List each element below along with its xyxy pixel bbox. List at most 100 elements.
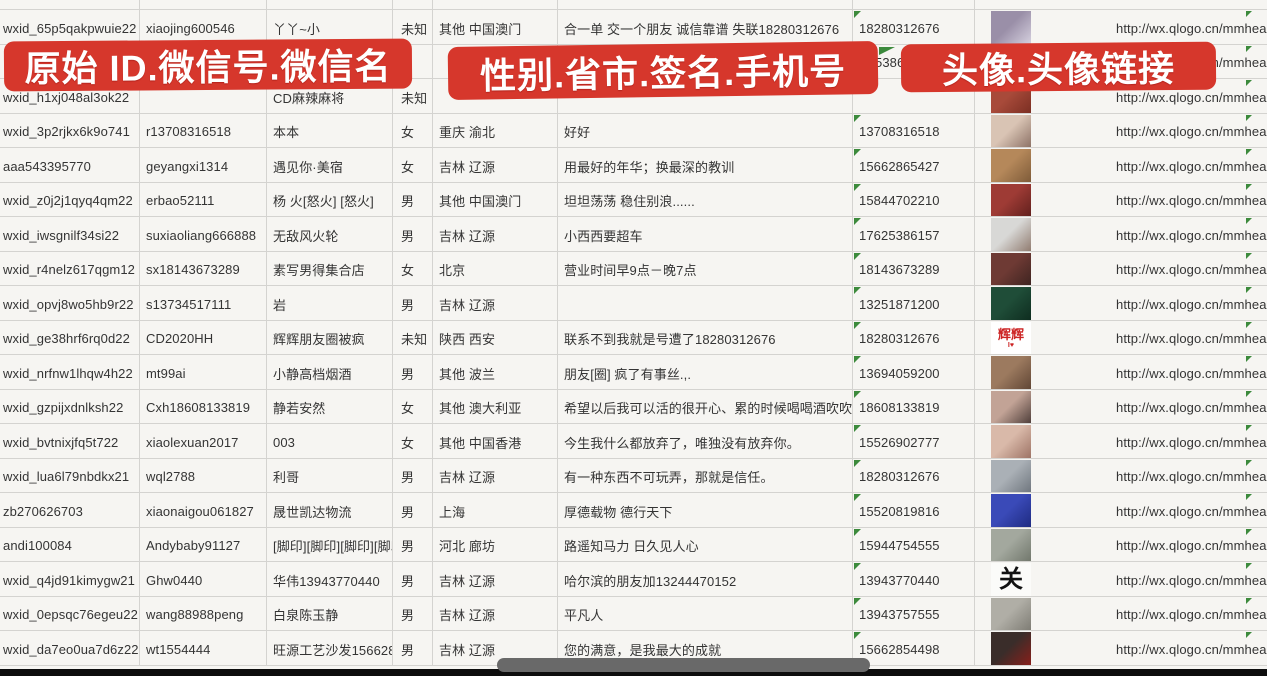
cell-avatar-link[interactable]: http://wx.qlogo.cn/mmhead bbox=[1116, 193, 1267, 209]
cell-empty[interactable] bbox=[558, 0, 853, 9]
cell-gender[interactable]: 未知 bbox=[393, 320, 433, 354]
cell-signature[interactable]: 哈尔滨的朋友加13244470152 bbox=[558, 562, 853, 596]
cell-wechat-id[interactable]: suxiaoliang666888 bbox=[140, 217, 267, 251]
cell-gender[interactable]: 男 bbox=[393, 596, 433, 630]
cell-original-id[interactable]: wxid_r4nelz617qgm12 bbox=[0, 251, 140, 285]
cell-signature[interactable]: 路遥知马力 日久见人心 bbox=[558, 527, 853, 561]
cell-avatar-link[interactable]: http://wx.qlogo.cn/mmhead bbox=[1116, 124, 1267, 140]
cell-original-id[interactable]: wxid_iwsgnilf34si22 bbox=[0, 217, 140, 251]
cell-avatar[interactable] bbox=[975, 183, 1110, 216]
cell-signature[interactable]: 朋友[圈] 疯了有事丝.,. bbox=[558, 355, 853, 389]
cell-gender[interactable]: 男 bbox=[393, 631, 433, 665]
cell-avatar-link[interactable]: http://wx.qlogo.cn/mmhead bbox=[1116, 331, 1267, 347]
cell-signature[interactable]: 好好 bbox=[558, 113, 853, 147]
cell-avatar-link[interactable]: http://wx.qlogo.cn/mmhead bbox=[1116, 227, 1267, 243]
cell-avatar-link[interactable]: http://wx.qlogo.cn/mmhead bbox=[1116, 365, 1267, 381]
cell-wechat-name[interactable]: 本本 bbox=[267, 113, 393, 147]
cell-signature[interactable]: 小西西要超车 bbox=[558, 217, 853, 251]
cell-gender[interactable]: 未知 bbox=[393, 10, 433, 44]
cell-empty[interactable] bbox=[853, 0, 975, 9]
cell-avatar[interactable] bbox=[975, 528, 1110, 561]
cell-original-id[interactable]: wxid_opvj8wo5hb9r22 bbox=[0, 286, 140, 320]
cell-signature[interactable]: 营业时间早9点－晚7点 bbox=[558, 251, 853, 285]
cell-gender[interactable]: 女 bbox=[393, 113, 433, 147]
cell-gender[interactable]: 男 bbox=[393, 355, 433, 389]
cell-avatar-link[interactable]: http://wx.qlogo.cn/mmhead bbox=[1116, 20, 1267, 36]
cell-avatar[interactable] bbox=[975, 286, 1110, 320]
cell-signature[interactable] bbox=[558, 79, 853, 113]
cell-wechat-name[interactable]: CD麻辣麻将 bbox=[267, 79, 393, 113]
cell-wechat-id[interactable]: erbao52111 bbox=[140, 182, 267, 216]
cell-signature[interactable]: 用最好的年华；换最深的教训 bbox=[558, 148, 853, 182]
cell-original-id[interactable]: wxid_h1xj048al3ok22 bbox=[0, 79, 140, 113]
cell-wechat-id[interactable]: sx18143673289 bbox=[140, 251, 267, 285]
cell-original-id[interactable]: wxid_q4jd91kimygw21 bbox=[0, 562, 140, 596]
cell-wechat-id[interactable] bbox=[140, 79, 267, 113]
cell-avatar-link[interactable]: http://wx.qlogo.cn/mmhead bbox=[1116, 262, 1267, 278]
cell-gender[interactable]: 男 bbox=[393, 562, 433, 596]
cell-original-id[interactable]: wxid_bvtnixjfq5t722 bbox=[0, 424, 140, 458]
cell-phone[interactable]: 15944754555 bbox=[853, 527, 975, 561]
cell-region[interactable]: 其他 中国香港 bbox=[433, 424, 558, 458]
cell-wechat-id[interactable]: s13734517111 bbox=[140, 286, 267, 320]
cell-wechat-id[interactable]: Andybaby91127 bbox=[140, 527, 267, 561]
cell-region[interactable]: 其他 中国澳门 bbox=[433, 10, 558, 44]
cell-wechat-id[interactable]: Ghw0440 bbox=[140, 562, 267, 596]
cell-gender[interactable]: 女 bbox=[393, 251, 433, 285]
cell-region[interactable]: 吉林 辽源 bbox=[433, 458, 558, 492]
cell-gender[interactable]: 男 bbox=[393, 182, 433, 216]
cell-wechat-id[interactable]: r13708316518 bbox=[140, 113, 267, 147]
cell-avatar-link[interactable]: http://wx.qlogo.cn/mmhead bbox=[1116, 158, 1267, 174]
cell-wechat-name[interactable]: 岩 bbox=[267, 286, 393, 320]
cell-region[interactable]: 上海 bbox=[433, 493, 558, 527]
cell-gender[interactable]: 男 bbox=[393, 286, 433, 320]
cell-signature[interactable]: 平凡人 bbox=[558, 596, 853, 630]
cell-original-id[interactable]: wxid_gzpijxdnlksh22 bbox=[0, 389, 140, 423]
cell-wechat-id[interactable]: xiaojing600546 bbox=[140, 10, 267, 44]
cell-phone[interactable]: 13943770440 bbox=[853, 562, 975, 596]
cell-phone[interactable]: 15662854498 bbox=[853, 631, 975, 665]
cell-wechat-name[interactable]: 丫丫~小 bbox=[267, 10, 393, 44]
cell-empty[interactable] bbox=[0, 0, 140, 9]
cell-wechat-name[interactable]: [脚印][脚印][脚印][脚印] bbox=[267, 527, 393, 561]
cell-avatar-link[interactable]: http://wx.qlogo.cn/mmhead bbox=[1116, 400, 1267, 416]
cell-original-id[interactable]: wxid_ge38hrf6rq0d22 bbox=[0, 320, 140, 354]
cell-signature[interactable]: 您的满意，是我最大的成就 bbox=[558, 631, 853, 665]
video-scrubber-handle[interactable] bbox=[497, 658, 870, 672]
cell-wechat-id[interactable]: xiaolexuan2017 bbox=[140, 424, 267, 458]
cell-avatar[interactable] bbox=[975, 597, 1110, 630]
cell-original-id[interactable]: wxid_3p2rjkx6k9o741 bbox=[0, 113, 140, 147]
cell-phone[interactable]: 18143673289 bbox=[853, 251, 975, 285]
cell-avatar-link[interactable]: http://wx.qlogo.cn/mmhead bbox=[1116, 89, 1267, 105]
cell-gender[interactable] bbox=[393, 44, 433, 78]
cell-avatar-link[interactable]: http://wx.qlogo.cn/mmhead bbox=[1116, 641, 1267, 657]
cell-original-id[interactable]: wxid_65p5qakpwuie22 bbox=[0, 10, 140, 44]
cell-region[interactable]: 吉林 辽源 bbox=[433, 562, 558, 596]
cell-empty[interactable] bbox=[1110, 0, 1267, 9]
cell-avatar[interactable]: 关 bbox=[975, 562, 1110, 596]
cell-wechat-name[interactable]: 白泉陈玉静 bbox=[267, 596, 393, 630]
cell-original-id[interactable]: wxid_z0j2j1qyq4qm22 bbox=[0, 182, 140, 216]
cell-phone[interactable]: 15662865427 bbox=[853, 148, 975, 182]
cell-avatar[interactable] bbox=[975, 355, 1110, 389]
cell-avatar-link[interactable]: http://wx.qlogo.cn/mmhead bbox=[1116, 572, 1267, 588]
cell-signature[interactable]: 希望以后我可以活的很开心、累的时候喝喝酒吹吹[ bbox=[558, 389, 853, 423]
cell-signature[interactable]: 合一单 交一个朋友 诚信靠谱 失联18280312676 bbox=[558, 10, 853, 44]
cell-phone[interactable]: 18280312676 bbox=[853, 458, 975, 492]
cell-wechat-id[interactable]: Cxh18608133819 bbox=[140, 389, 267, 423]
cell-wechat-name[interactable]: 杨 火[怒火] [怒火] bbox=[267, 182, 393, 216]
cell-phone[interactable] bbox=[853, 79, 975, 113]
cell-avatar[interactable] bbox=[975, 631, 1110, 665]
cell-gender[interactable]: 男 bbox=[393, 217, 433, 251]
cell-region[interactable]: 北京 bbox=[433, 251, 558, 285]
cell-empty[interactable] bbox=[140, 0, 267, 9]
cell-avatar[interactable] bbox=[975, 148, 1110, 182]
cell-original-id[interactable]: wxid_da7eo0ua7d6z22 bbox=[0, 631, 140, 665]
cell-avatar[interactable] bbox=[975, 424, 1110, 458]
cell-region[interactable]: 吉林 辽源 bbox=[433, 286, 558, 320]
cell-empty[interactable] bbox=[433, 0, 558, 9]
cell-original-id[interactable]: wxid_lua6l79nbdkx21 bbox=[0, 458, 140, 492]
cell-gender[interactable]: 女 bbox=[393, 424, 433, 458]
cell-signature[interactable]: 坦坦荡荡 稳住别浪...... bbox=[558, 182, 853, 216]
cell-wechat-name[interactable]: 遇见你·美宿 bbox=[267, 148, 393, 182]
